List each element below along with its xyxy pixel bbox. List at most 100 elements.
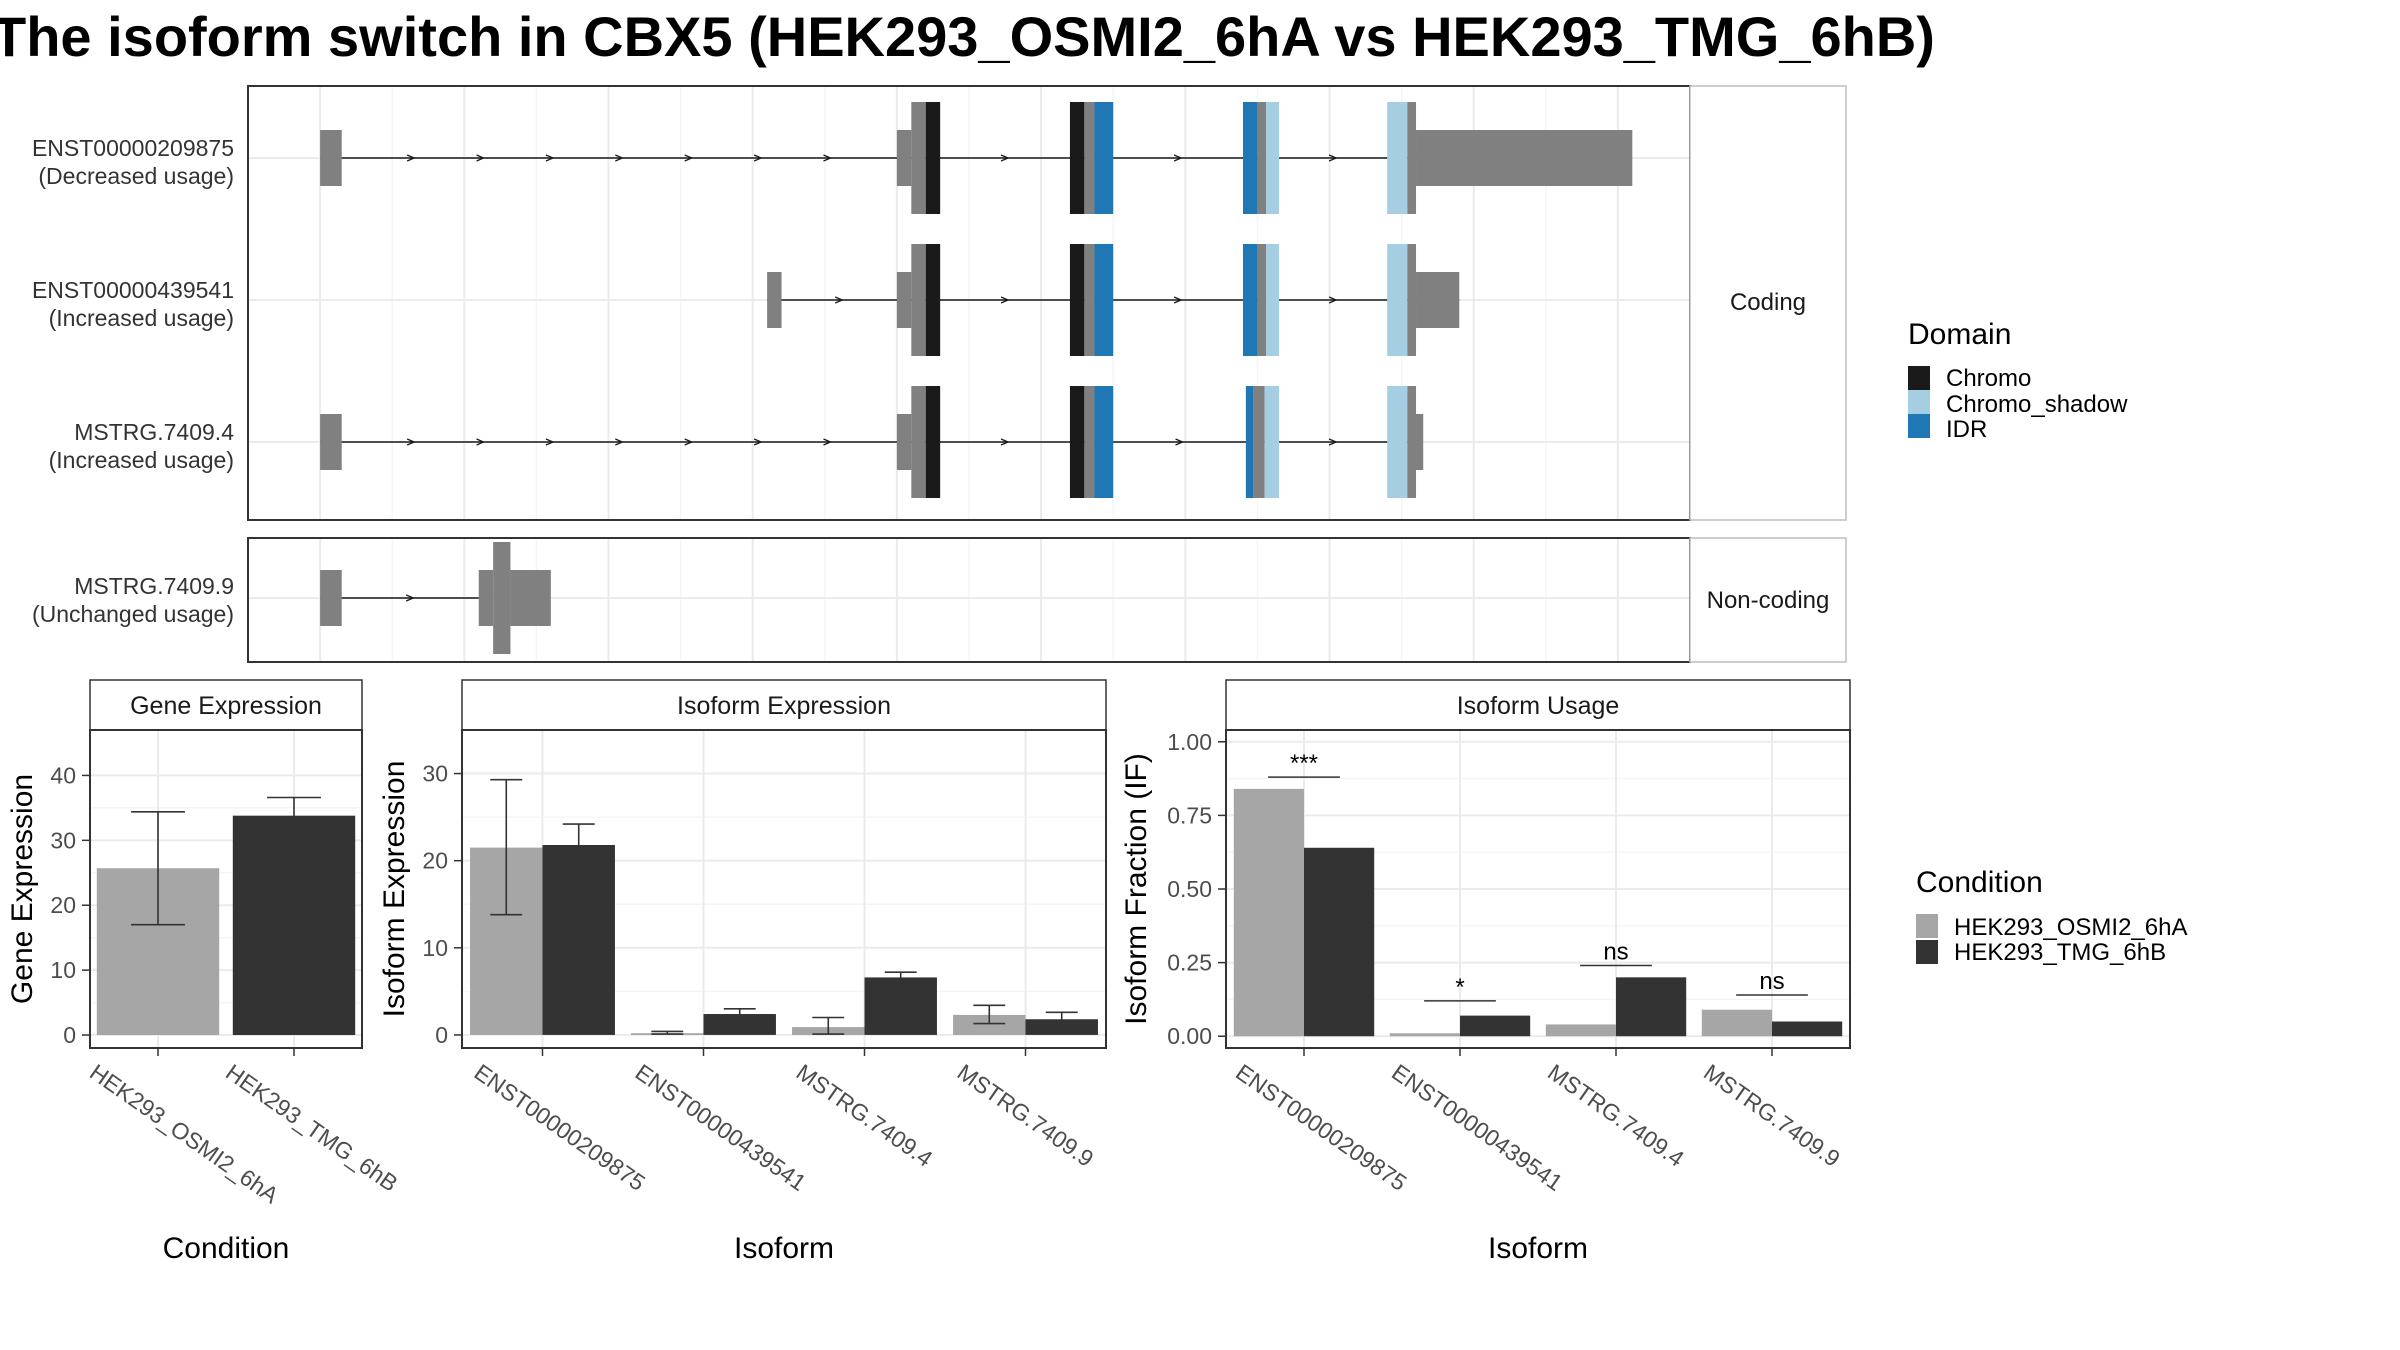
gene-structure-panels: Coding ENST00000209875 (Decreased usage)… xyxy=(32,85,1847,663)
strand-arrow xyxy=(753,438,763,446)
legend-label-chromo: Chromo xyxy=(1946,365,2031,392)
strand-arrow xyxy=(684,438,694,446)
strand-arrow xyxy=(1328,438,1338,446)
x-axis-title: Isoform xyxy=(1488,1232,1588,1265)
noncoding-exon xyxy=(510,570,551,626)
domain-legend: Domain Chromo Chromo_shadow IDR xyxy=(1908,318,2128,443)
cds-exon xyxy=(1407,386,1417,498)
strand-arrow xyxy=(823,154,833,162)
domain-segment xyxy=(1069,386,1085,498)
transcript-id-label: ENST00000439541 xyxy=(32,277,234,303)
chart-strip-title: Isoform Usage xyxy=(1457,692,1620,720)
transcript-id-label: MSTRG.7409.4 xyxy=(74,419,234,445)
isoform-expression-chart: Isoform Expression 0 10 20 30 ENST0000020987… xyxy=(378,679,1107,1265)
significance-label: ns xyxy=(1603,939,1628,966)
strand-arrow xyxy=(823,438,833,446)
y-axis-title: Gene Expression xyxy=(6,774,39,1004)
domain-segment xyxy=(925,102,941,214)
legend-label-idr: IDR xyxy=(1946,416,1987,443)
transcript-track xyxy=(767,244,1460,356)
y-tick-label: 1.00 xyxy=(1167,729,1212,755)
cds-exon xyxy=(1084,244,1095,356)
domain-segment xyxy=(1387,244,1408,356)
transcript-usage-label: (Increased usage) xyxy=(49,305,234,331)
y-tick-label: 10 xyxy=(50,957,76,983)
legend-key-chromo xyxy=(1908,366,1930,390)
strand-arrow xyxy=(545,154,555,162)
domain-segment xyxy=(1094,244,1114,356)
strand-arrow xyxy=(1175,438,1185,446)
error-bar xyxy=(131,810,185,926)
cds-exon xyxy=(911,244,926,356)
x-tick-label: MSTRG.7409.9 xyxy=(953,1059,1099,1172)
y-tick-label: 0.00 xyxy=(1167,1023,1212,1049)
legend-label-osmi2: HEK293_OSMI2_6hA xyxy=(1954,914,2187,941)
legend-key-tmg xyxy=(1916,940,1938,964)
utr-exon xyxy=(896,130,912,186)
strand-arrow xyxy=(615,154,624,162)
bar xyxy=(953,1014,1026,1035)
cds-exon xyxy=(911,386,926,498)
x-tick-label: ENST00000209875 xyxy=(1231,1059,1411,1196)
chart-strip xyxy=(1225,679,1851,731)
cds-exon xyxy=(1257,102,1267,214)
noncoding-strip-label: Non-coding xyxy=(1707,587,1830,614)
cds-exon xyxy=(1257,244,1267,356)
y-tick-label: 30 xyxy=(422,761,448,787)
error-bar xyxy=(562,823,595,865)
coding-strip xyxy=(1689,85,1847,521)
domain-segment xyxy=(1387,102,1408,214)
y-tick-label: 0 xyxy=(435,1022,448,1048)
transcript-id-label: ENST00000209875 xyxy=(32,135,234,161)
noncoding-strip xyxy=(1689,537,1847,663)
x-tick-label: MSTRG.7409.4 xyxy=(1543,1059,1689,1172)
y-tick-label: 40 xyxy=(50,762,76,788)
strand-arrow xyxy=(834,296,844,304)
domain-segment xyxy=(1069,102,1085,214)
legend-label-tmg: HEK293_TMG_6hB xyxy=(1954,939,2166,966)
utr-exon xyxy=(320,130,342,186)
transcript-id-label: MSTRG.7409.9 xyxy=(74,573,234,599)
bar xyxy=(1545,1024,1616,1037)
domain-segment xyxy=(1069,244,1085,356)
cds-exon xyxy=(1084,102,1095,214)
transcript-track xyxy=(320,102,1633,214)
utr-exon xyxy=(1416,414,1424,470)
x-tick-label: ENST00000439541 xyxy=(631,1059,811,1196)
error-bar xyxy=(1045,1011,1078,1028)
y-tick-label: 20 xyxy=(50,892,76,918)
chart-strip xyxy=(89,679,363,731)
x-axis-title: Condition xyxy=(163,1232,290,1265)
cds-exon xyxy=(911,102,926,214)
bar xyxy=(1616,977,1687,1037)
isoform-usage-chart: Isoform Usage 0.00 0.25 0.50 0.75 1.00 ENST00… xyxy=(1120,679,1851,1265)
legend-key-chromo-shadow xyxy=(1908,390,1930,414)
utr-exon xyxy=(767,272,782,328)
bar xyxy=(232,815,356,1036)
x-tick-label: MSTRG.7409.9 xyxy=(1699,1059,1845,1172)
coding-tracks xyxy=(320,102,1633,498)
cds-exon xyxy=(1084,386,1095,498)
y-tick-label: 20 xyxy=(422,848,448,874)
strand-arrow xyxy=(1173,154,1183,162)
bar xyxy=(542,845,615,1035)
significance-label: * xyxy=(1455,974,1464,1001)
domain-segment xyxy=(1266,244,1280,356)
bar xyxy=(1460,1015,1531,1037)
domain-legend-title: Domain xyxy=(1908,318,2011,351)
legend-key-idr xyxy=(1908,414,1930,438)
domain-segment xyxy=(1387,386,1408,498)
domain-segment xyxy=(925,386,941,498)
condition-legend: Condition HEK293_OSMI2_6hA HEK293_TMG_6h… xyxy=(1916,866,2187,966)
strand-arrow xyxy=(1328,154,1338,162)
bar xyxy=(864,977,937,1035)
error-bar xyxy=(812,1016,845,1035)
transcript-track xyxy=(320,386,1424,498)
noncoding-exon xyxy=(478,570,494,626)
utr-exon xyxy=(896,414,912,470)
strand-arrow xyxy=(1000,296,1010,304)
transcript-usage-label: (Decreased usage) xyxy=(38,163,234,189)
domain-segment xyxy=(1245,386,1254,498)
noncoding-grid xyxy=(249,539,1689,661)
